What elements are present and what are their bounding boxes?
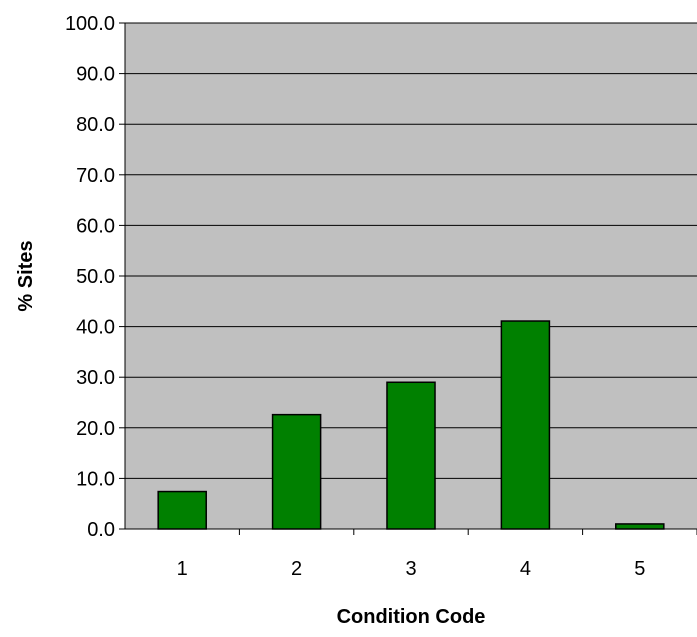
y-tick-label: 10.0 — [76, 468, 115, 490]
x-tick-label: 3 — [405, 558, 416, 580]
x-tick-label: 2 — [291, 558, 302, 580]
x-axis-ticks: 1 2 3 4 5 — [177, 529, 697, 580]
y-axis-title: % Sites — [15, 240, 37, 311]
y-axis-ticks: 0.0 10.0 20.0 30.0 40.0 50.0 60.0 70.0 80.0 90.0 1… — [65, 13, 125, 541]
y-tick-label: 80.0 — [76, 114, 115, 136]
bar-3 — [386, 381, 436, 530]
x-axis-title: Condition Code — [337, 606, 486, 628]
bar-2 — [271, 413, 322, 530]
x-tick-label: 4 — [520, 558, 531, 580]
y-tick-label: 0.0 — [87, 519, 115, 541]
x-tick-label: 5 — [634, 558, 645, 580]
y-tick-label: 100.0 — [65, 13, 115, 35]
y-tick-label: 50.0 — [76, 266, 115, 288]
y-tick-label: 30.0 — [76, 367, 115, 389]
bar-1 — [157, 490, 207, 530]
bars — [157, 320, 665, 530]
bar-4 — [500, 320, 551, 530]
y-tick-label: 70.0 — [76, 165, 115, 187]
y-tick-label: 90.0 — [76, 64, 115, 86]
x-tick-label: 1 — [177, 558, 188, 580]
bar-5 — [615, 523, 665, 530]
y-tick-label: 60.0 — [76, 215, 115, 237]
y-tick-label: 40.0 — [76, 317, 115, 339]
y-tick-label: 20.0 — [76, 418, 115, 440]
